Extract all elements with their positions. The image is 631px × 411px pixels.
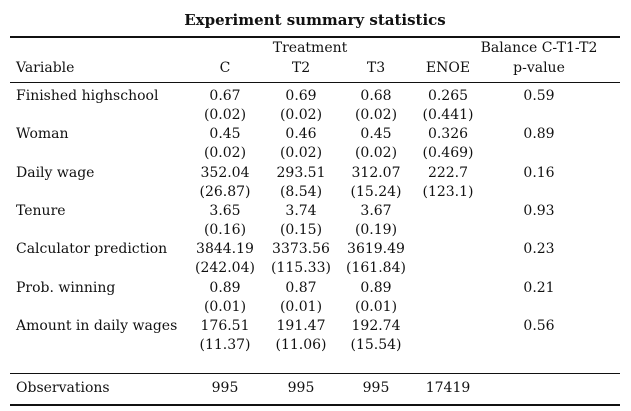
summary-table: Experiment summary statistics Treatment …	[10, 3, 620, 407]
row-pvalue: 0.23	[523, 241, 555, 258]
row-value: 191.47	[276, 317, 326, 334]
row-value: 3373.56	[272, 241, 330, 258]
header-variable: Variable	[16, 60, 75, 76]
obs-value: 995	[362, 380, 390, 396]
row-pvalue: 0.59	[523, 88, 555, 104]
header-balance: Balance C-T1-T2	[480, 40, 598, 56]
row-std-error: (0.469)	[422, 145, 474, 162]
obs-value: 995	[211, 380, 239, 396]
header-col-t2: T2	[291, 60, 311, 76]
header-rule	[10, 82, 620, 83]
row-pvalue: 0.93	[523, 202, 555, 219]
row-pvalue: 0.89	[523, 126, 555, 143]
row-value: 3.67	[360, 202, 392, 219]
row-std-error: (0.02)	[279, 107, 323, 123]
row-label: Prob. winning	[16, 279, 116, 296]
table-title: Experiment summary statistics	[184, 11, 446, 29]
row-value: 0.68	[360, 88, 392, 104]
row-value: 0.326	[427, 126, 469, 143]
row-value: 0.89	[360, 279, 392, 296]
row-pvalue: 0.16	[523, 164, 555, 181]
row-std-error: (11.37)	[199, 336, 251, 353]
row-value: 0.265	[427, 88, 469, 104]
row-std-error: (0.16)	[203, 221, 247, 238]
row-value: 352.04	[200, 164, 250, 181]
row-value: 0.69	[285, 88, 317, 104]
row-std-error: (0.02)	[203, 107, 247, 123]
row-std-error: (242.04)	[195, 260, 255, 277]
row-value: 3619.49	[347, 241, 405, 258]
row-value: 0.87	[285, 279, 317, 296]
header-col-enoe: ENOE	[425, 60, 471, 76]
row-value: 0.89	[209, 279, 241, 296]
row-value: 192.74	[351, 317, 401, 334]
row-value: 176.51	[200, 317, 250, 334]
header-col-c: C	[219, 60, 231, 76]
row-value: 312.07	[351, 164, 401, 181]
obs-rule	[10, 373, 620, 374]
row-std-error: (0.19)	[354, 221, 398, 238]
row-label: Amount in daily wages	[16, 317, 178, 334]
bottom-rule	[10, 404, 620, 406]
row-std-error: (0.441)	[422, 107, 474, 123]
row-label: Daily wage	[16, 164, 95, 181]
row-label: Calculator prediction	[16, 241, 168, 258]
row-value: 0.67	[209, 88, 241, 104]
row-value: 0.46	[285, 126, 317, 143]
row-std-error: (0.15)	[279, 221, 323, 238]
row-label: Woman	[16, 126, 69, 143]
row-value: 293.51	[276, 164, 326, 181]
row-std-error: (0.02)	[354, 145, 398, 162]
obs-label: Observations	[16, 380, 110, 396]
row-std-error: (0.02)	[279, 145, 323, 162]
row-value: 3844.19	[196, 241, 254, 258]
row-std-error: (15.24)	[350, 183, 402, 200]
row-value: 222.7	[427, 164, 469, 181]
row-std-error: (15.54)	[350, 336, 402, 353]
row-std-error: (26.87)	[199, 183, 251, 200]
row-value: 0.45	[360, 126, 392, 143]
row-label: Tenure	[16, 202, 66, 219]
row-value: 0.45	[209, 126, 241, 143]
obs-value: 17419	[425, 380, 471, 396]
header-treatment: Treatment	[272, 40, 348, 56]
top-rule	[10, 36, 620, 38]
row-std-error: (11.06)	[275, 336, 327, 353]
row-std-error: (115.33)	[271, 260, 331, 277]
row-std-error: (161.84)	[346, 260, 406, 277]
row-pvalue: 0.21	[523, 279, 555, 296]
obs-value: 995	[287, 380, 315, 396]
header-col-t3: T3	[366, 60, 386, 76]
row-value: 3.74	[285, 202, 317, 219]
row-label: Finished highschool	[16, 88, 159, 104]
row-std-error: (123.1)	[422, 183, 474, 200]
row-std-error: (8.54)	[279, 183, 323, 200]
row-std-error: (0.01)	[354, 298, 398, 315]
row-pvalue: 0.56	[523, 317, 555, 334]
row-std-error: (0.01)	[279, 298, 323, 315]
header-pvalue: p-value	[513, 60, 565, 76]
row-std-error: (0.02)	[203, 145, 247, 162]
row-std-error: (0.02)	[354, 107, 398, 123]
row-value: 3.65	[209, 202, 241, 219]
row-std-error: (0.01)	[203, 298, 247, 315]
